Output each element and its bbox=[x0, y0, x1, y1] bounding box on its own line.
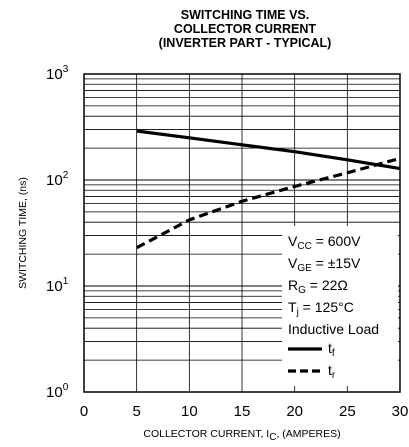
chart-title-line-1: SWITCHING TIME VS. bbox=[181, 8, 309, 22]
plot-frame bbox=[83, 73, 401, 393]
y-tick-labels: 100 101 102 103 bbox=[46, 64, 69, 401]
x-tick-label: 30 bbox=[392, 403, 409, 420]
series-line-tf bbox=[136, 129, 401, 171]
x-tick-label: 20 bbox=[286, 403, 303, 420]
chart-title-line-2: COLLECTOR CURRENT bbox=[174, 22, 316, 36]
x-tick-label: 15 bbox=[234, 403, 251, 420]
x-tick-label: 25 bbox=[339, 403, 356, 420]
x-tick-label: 0 bbox=[80, 403, 88, 420]
y-axis-label: SWITCHING TIME, (ns) bbox=[17, 177, 29, 289]
legend: tf tr bbox=[288, 340, 336, 381]
y-tick-label: 100 bbox=[46, 382, 69, 401]
chart-title-line-3: (INVERTER PART - TYPICAL) bbox=[159, 36, 332, 50]
x-axis-label: COLLECTOR CURRENT, IC, (AMPERES) bbox=[143, 428, 340, 443]
legend-box bbox=[282, 226, 398, 386]
y-tick-label: 103 bbox=[46, 64, 69, 83]
y-tick-label: 102 bbox=[46, 170, 69, 189]
legend-label-tr: tr bbox=[328, 362, 336, 381]
condition-line: Tj = 125°C bbox=[288, 299, 354, 318]
x-tick-labels: 0 5 10 15 20 25 30 bbox=[80, 403, 409, 420]
series-layer bbox=[135, 129, 401, 250]
x-tick-label: 10 bbox=[181, 403, 198, 420]
series-line-tr bbox=[135, 156, 401, 250]
condition-line: VCC = 600V bbox=[288, 233, 361, 252]
condition-line: VGE = ±15V bbox=[288, 255, 361, 274]
condition-line: RG = 22Ω bbox=[288, 277, 348, 296]
condition-line: Inductive Load bbox=[288, 321, 379, 337]
y-tick-label: 101 bbox=[46, 276, 69, 295]
x-tick-label: 5 bbox=[132, 403, 140, 420]
legend-label-tf: tf bbox=[328, 340, 335, 359]
test-conditions: VCC = 600V VGE = ±15V RG = 22Ω Tj = 125°C In… bbox=[288, 233, 379, 337]
